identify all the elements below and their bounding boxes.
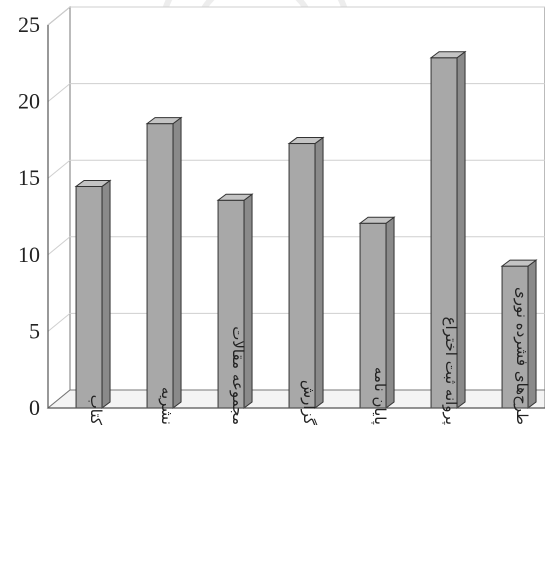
bar-side	[314, 136, 324, 409]
gridline-side	[47, 159, 71, 179]
bar-side	[101, 179, 111, 409]
bar-top	[500, 259, 538, 267]
bar	[358, 216, 396, 409]
bar-front	[288, 143, 316, 409]
bar-front	[146, 123, 174, 409]
bar-side	[172, 116, 182, 409]
bar-top	[145, 117, 183, 125]
bar-top	[216, 193, 254, 201]
y-tick-label: 15	[18, 165, 40, 190]
y-tick-label: 25	[18, 12, 40, 37]
bar	[287, 136, 325, 409]
gridline-side	[47, 236, 71, 256]
bar-top	[74, 179, 112, 187]
bar	[74, 179, 112, 409]
bar	[216, 193, 254, 409]
x-tick-label: کتاب	[87, 395, 105, 426]
bar-front	[75, 185, 103, 409]
bar-top	[429, 51, 467, 59]
x-tick-label: پایان نامه	[370, 367, 389, 425]
y-tick-label: 10	[18, 242, 40, 267]
x-tick-label: گزارش	[300, 380, 318, 426]
bar-top	[358, 216, 396, 224]
side-wall	[47, 5, 71, 410]
x-tick-label: نشریه	[158, 387, 176, 425]
gridline-side	[47, 6, 71, 26]
gridline-side	[47, 83, 71, 102]
category-labels: کتاب نشریه مجموعه مقالات گزارش پایان نامه پرو…	[87, 287, 531, 426]
x-tick-label: مجموعه مقالات	[229, 326, 247, 425]
bar-top	[287, 137, 325, 145]
bar	[145, 116, 183, 409]
y-tick-label: 0	[29, 395, 40, 420]
x-tick-label: پروانه ثبت اختراع	[441, 317, 460, 425]
y-tick-label: 20	[18, 89, 40, 114]
y-tick-label: 5	[29, 318, 40, 343]
axes	[47, 25, 545, 409]
x-tick-label: طرح‌های فشرده نوری	[513, 287, 531, 425]
gridline-side	[47, 313, 71, 332]
y-tick-labels: 0 5 10 15 20 25	[18, 12, 40, 420]
